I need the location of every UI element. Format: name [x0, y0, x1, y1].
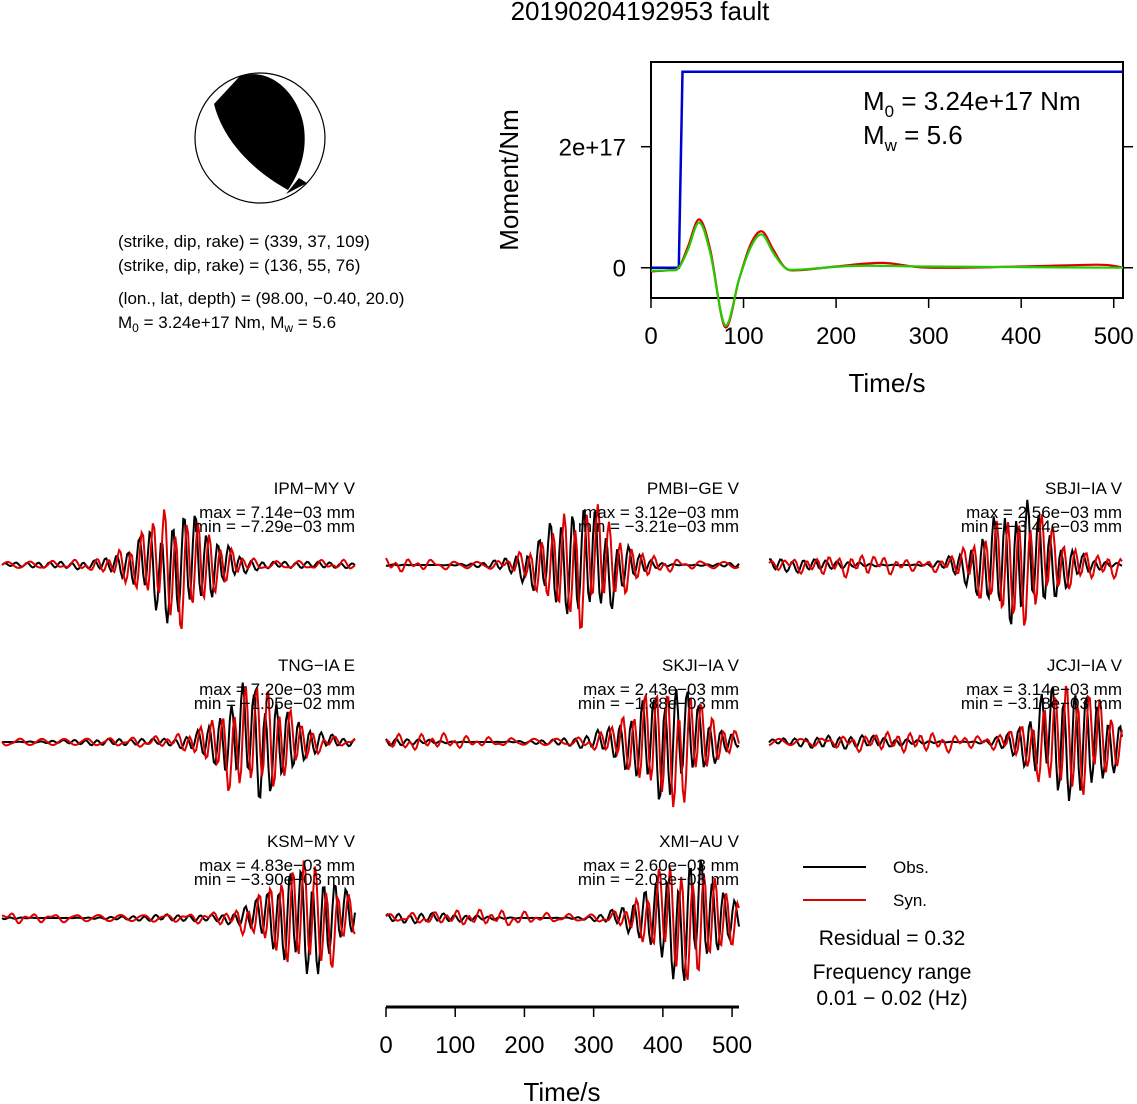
observed-waveform	[385, 688, 740, 800]
moment-y-tick-label: 2e+17	[559, 135, 626, 162]
waveform-x-tick-label: 500	[712, 1032, 752, 1059]
station-min: min = −3.18e−03 mm	[961, 694, 1122, 713]
nodal-plane-2: (strike, dip, rake) = (136, 55, 76)	[118, 256, 360, 275]
waveform-x-tick-label: 100	[435, 1032, 475, 1059]
nodal-plane-1: (strike, dip, rake) = (339, 37, 109)	[118, 232, 370, 251]
station-max: max = 2.56e−03 mm	[966, 503, 1122, 522]
station-max: max = 3.14e−03 mm	[966, 680, 1122, 699]
moment-x-axis-label: Time/s	[848, 368, 925, 398]
moment-y-axis-label: Moment/Nm	[494, 109, 524, 251]
moment-y-tick-label: 0	[613, 256, 626, 283]
station-name: PMBI−GE V	[647, 479, 740, 498]
station-max: max = 3.12e−03 mm	[583, 503, 739, 522]
station-max: max = 2.43e−03 mm	[583, 680, 739, 699]
waveform-time-axis: 0 100 200 300 400 500	[379, 1005, 752, 1059]
moment-x-tick-label: 500	[1094, 323, 1134, 350]
station-min: min = −3.44e−03 mm	[961, 517, 1122, 536]
station-max: max = 7.14e−03 mm	[199, 503, 355, 522]
frequency-range-value: 0.01 − 0.02 (Hz)	[816, 987, 967, 1010]
waveform-x-tick-label: 200	[504, 1032, 544, 1059]
moment-function-line	[651, 70, 1123, 269]
source-time-function-green	[650, 221, 1124, 327]
moment-x-tick-label: 400	[1001, 323, 1041, 350]
beachball	[194, 72, 326, 204]
synthetic-waveform	[1, 509, 356, 630]
station-name: SKJI−IA V	[662, 656, 740, 675]
figure-title: 20190204192953 fault	[511, 0, 771, 26]
synthetic-waveform	[385, 504, 740, 630]
waveform-x-tick-label: 400	[643, 1032, 683, 1059]
synthetic-waveform	[768, 685, 1123, 795]
station-min: min = −2.03e−03 mm	[578, 870, 739, 889]
synthetic-waveform	[1, 860, 356, 968]
station-min: min = −7.29e−03 mm	[194, 517, 355, 536]
station-name: IPM−MY V	[274, 479, 356, 498]
observed-waveform	[768, 686, 1123, 802]
station-min: min = −3.90e−03 mm	[194, 870, 355, 889]
station-min: min = −1.05e−02 mm	[194, 694, 355, 713]
legend-syn-label: Syn.	[893, 891, 927, 910]
station-max: max = 2.60e−03 mm	[583, 856, 739, 875]
moment-magnitude-line: M0 = 3.24e+17 Nm, Mw = 5.6	[118, 313, 336, 335]
waveform-x-tick-label: 300	[574, 1032, 614, 1059]
moment-plot-frame	[650, 61, 1124, 299]
moment-x-tick-label: 0	[644, 323, 657, 350]
station-name: JCJI−IA V	[1047, 656, 1123, 675]
legend: Obs. Syn.	[803, 858, 929, 910]
moment-annotation-m0: M0 = 3.24e+17 Nm	[863, 86, 1081, 121]
waveform-x-tick-label: 0	[379, 1032, 392, 1059]
moment-x-tick-label: 200	[816, 323, 856, 350]
residual-text: Residual = 0.32	[819, 927, 966, 950]
moment-annotation-mw: Mw = 5.6	[863, 120, 963, 155]
synthetic-waveform	[768, 514, 1123, 626]
legend-obs-label: Obs.	[893, 858, 929, 877]
frequency-range-title: Frequency range	[813, 961, 972, 984]
station-min: min = −3.21e−03 mm	[578, 517, 739, 536]
synthetic-waveform	[385, 693, 740, 808]
station-max: max = 7.20e−03 mm	[199, 680, 355, 699]
station-min: min = −1.88e−03 mm	[578, 694, 739, 713]
station-name: KSM−MY V	[267, 832, 356, 851]
station-name: SBJI−IA V	[1045, 479, 1123, 498]
moment-x-tick-label: 300	[909, 323, 949, 350]
synthetic-waveform	[1, 686, 356, 792]
moment-x-tick-label: 100	[724, 323, 764, 350]
waveform-x-axis-label: Time/s	[523, 1077, 600, 1104]
station-max: max = 4.83e−03 mm	[199, 856, 355, 875]
source-location: (lon., lat, depth) = (98.00, −0.40, 20.0…	[118, 289, 404, 308]
observed-waveform	[1, 868, 356, 975]
station-name: XMI−AU V	[659, 832, 739, 851]
station-name: TNG−IA E	[278, 656, 355, 675]
synthetic-waveform	[385, 867, 740, 980]
